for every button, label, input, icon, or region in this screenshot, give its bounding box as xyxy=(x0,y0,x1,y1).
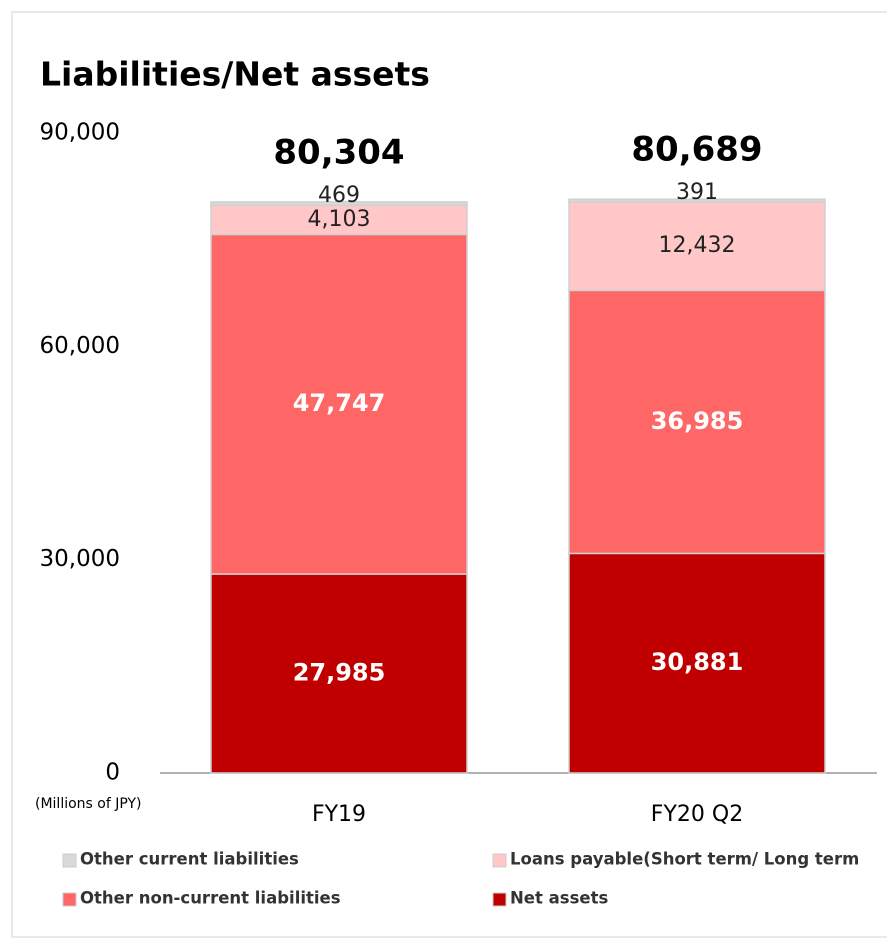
value-label: 30,881 xyxy=(651,648,744,676)
legend-swatch xyxy=(492,853,507,868)
value-label: 12,432 xyxy=(659,233,736,258)
y-tick-label: 60,000 xyxy=(40,333,120,359)
total-label: 80,689 xyxy=(631,130,762,170)
chart-title: Liabilities/Net assets xyxy=(40,55,430,94)
y-tick-label: 0 xyxy=(105,760,120,786)
x-tick-label: FY20 Q2 xyxy=(651,802,743,827)
legend-swatch xyxy=(62,892,77,907)
bar-segment xyxy=(210,573,468,774)
legend-swatch xyxy=(492,892,507,907)
bar-segment xyxy=(210,204,468,236)
value-label: 36,985 xyxy=(651,407,744,435)
bar-segment xyxy=(568,201,826,292)
frame xyxy=(11,11,887,938)
bar-segment xyxy=(568,198,826,203)
bar-segment xyxy=(568,552,826,774)
legend-label: Other current liabilities xyxy=(80,850,299,869)
value-label: 47,747 xyxy=(293,389,386,417)
legend-swatch xyxy=(62,853,77,868)
value-label: 391 xyxy=(676,180,718,205)
legend-label: Other non-current liabilities xyxy=(80,889,341,908)
value-label: 4,103 xyxy=(308,207,371,232)
x-tick-label: FY19 xyxy=(312,802,366,827)
bar-segment xyxy=(568,289,826,555)
value-label: 469 xyxy=(318,183,360,208)
legend-label: Net assets xyxy=(510,889,608,908)
bar-segment xyxy=(210,233,468,575)
y-tick-label: 30,000 xyxy=(40,546,120,572)
value-label: 27,985 xyxy=(293,658,386,686)
bar-segment xyxy=(210,201,468,207)
axis-note: (Millions of JPY) xyxy=(35,796,142,812)
total-label: 80,304 xyxy=(273,132,404,172)
legend-label: Loans payable(Short term/ Long term xyxy=(510,850,859,869)
y-tick-label: 90,000 xyxy=(40,120,120,146)
